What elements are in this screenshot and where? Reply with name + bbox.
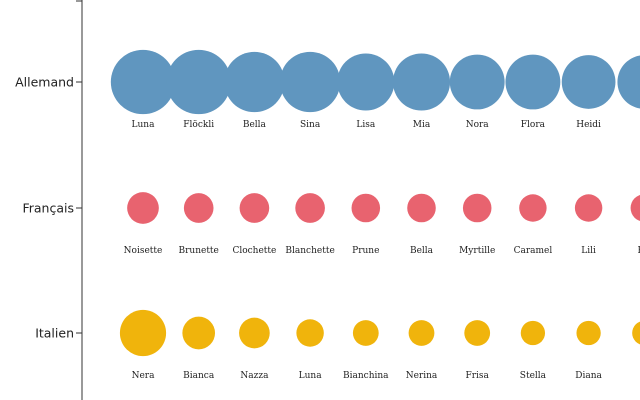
category-label: Italien: [35, 326, 74, 341]
bubble-label: Sina: [300, 120, 321, 130]
bubble: [520, 320, 546, 346]
bubble: [576, 320, 601, 346]
bubble-label: Nerina: [406, 371, 438, 381]
bubble-label: Nora: [466, 120, 490, 130]
bubble: [279, 51, 341, 113]
bubble-label: Brunette: [178, 246, 218, 256]
bubble-label: Blanchette: [285, 246, 334, 256]
bubble-label: Luna: [299, 371, 323, 381]
bubble: [119, 309, 167, 357]
bubble: [127, 192, 159, 224]
bubble: [224, 51, 285, 113]
bubble-label: Caramel: [514, 246, 553, 256]
bubble: [183, 193, 214, 223]
bubble: [166, 49, 231, 115]
bubble-rows: Allemand Luna Flöckli Bella Sina Lisa Mia Nora F…: [15, 49, 640, 381]
bubble-label: Clochette: [232, 246, 276, 256]
bubble-label: Lisa: [356, 120, 375, 130]
bubble: [352, 320, 379, 346]
bubble-label: Bianca: [183, 371, 215, 381]
category-label: Français: [22, 201, 74, 216]
bubble-label: Bella: [243, 120, 267, 130]
bubble: [449, 54, 505, 110]
bubble-label: Bella: [410, 246, 434, 256]
bubble: [505, 54, 561, 110]
bubble: [574, 194, 603, 222]
category-label: Allemand: [15, 75, 74, 90]
bubble-label: Luna: [132, 120, 156, 130]
bubble-label: Flora: [521, 120, 546, 130]
bubble: [408, 320, 435, 346]
bubble: [351, 193, 381, 223]
bubble: [337, 53, 395, 111]
bubble-label: Lili: [581, 246, 596, 256]
bubble: [464, 320, 491, 346]
bubble: [519, 194, 547, 222]
bubble-label: Stella: [520, 371, 547, 381]
bubble: [462, 193, 492, 223]
bubble-label: Heidi: [576, 120, 601, 130]
bubble: [110, 49, 176, 115]
bubble-label: Prune: [352, 246, 379, 256]
bubble: [392, 53, 451, 111]
bubble-label: Bianchina: [343, 371, 389, 381]
bubble-label: Nazza: [240, 371, 269, 381]
bubble-label: Pis: [638, 246, 640, 256]
bubble-label: Frisa: [465, 371, 489, 381]
bubble: [407, 193, 436, 223]
bubble-label: Diana: [575, 371, 602, 381]
bubble: [632, 321, 640, 345]
bubble-label: Nera: [132, 371, 156, 381]
bubble: [239, 317, 270, 349]
bubble: [295, 193, 325, 223]
bubble-label: Myrtille: [459, 246, 495, 256]
bubble-label: Flöckli: [183, 120, 214, 130]
bubble: [296, 319, 324, 347]
bubble: [239, 193, 270, 223]
bubble-label: Noisette: [124, 246, 163, 256]
bubble: [617, 55, 640, 109]
bubble: [561, 55, 616, 109]
bubble: [630, 194, 640, 222]
bubble: [182, 316, 216, 350]
bubble-label: Mia: [413, 120, 431, 130]
